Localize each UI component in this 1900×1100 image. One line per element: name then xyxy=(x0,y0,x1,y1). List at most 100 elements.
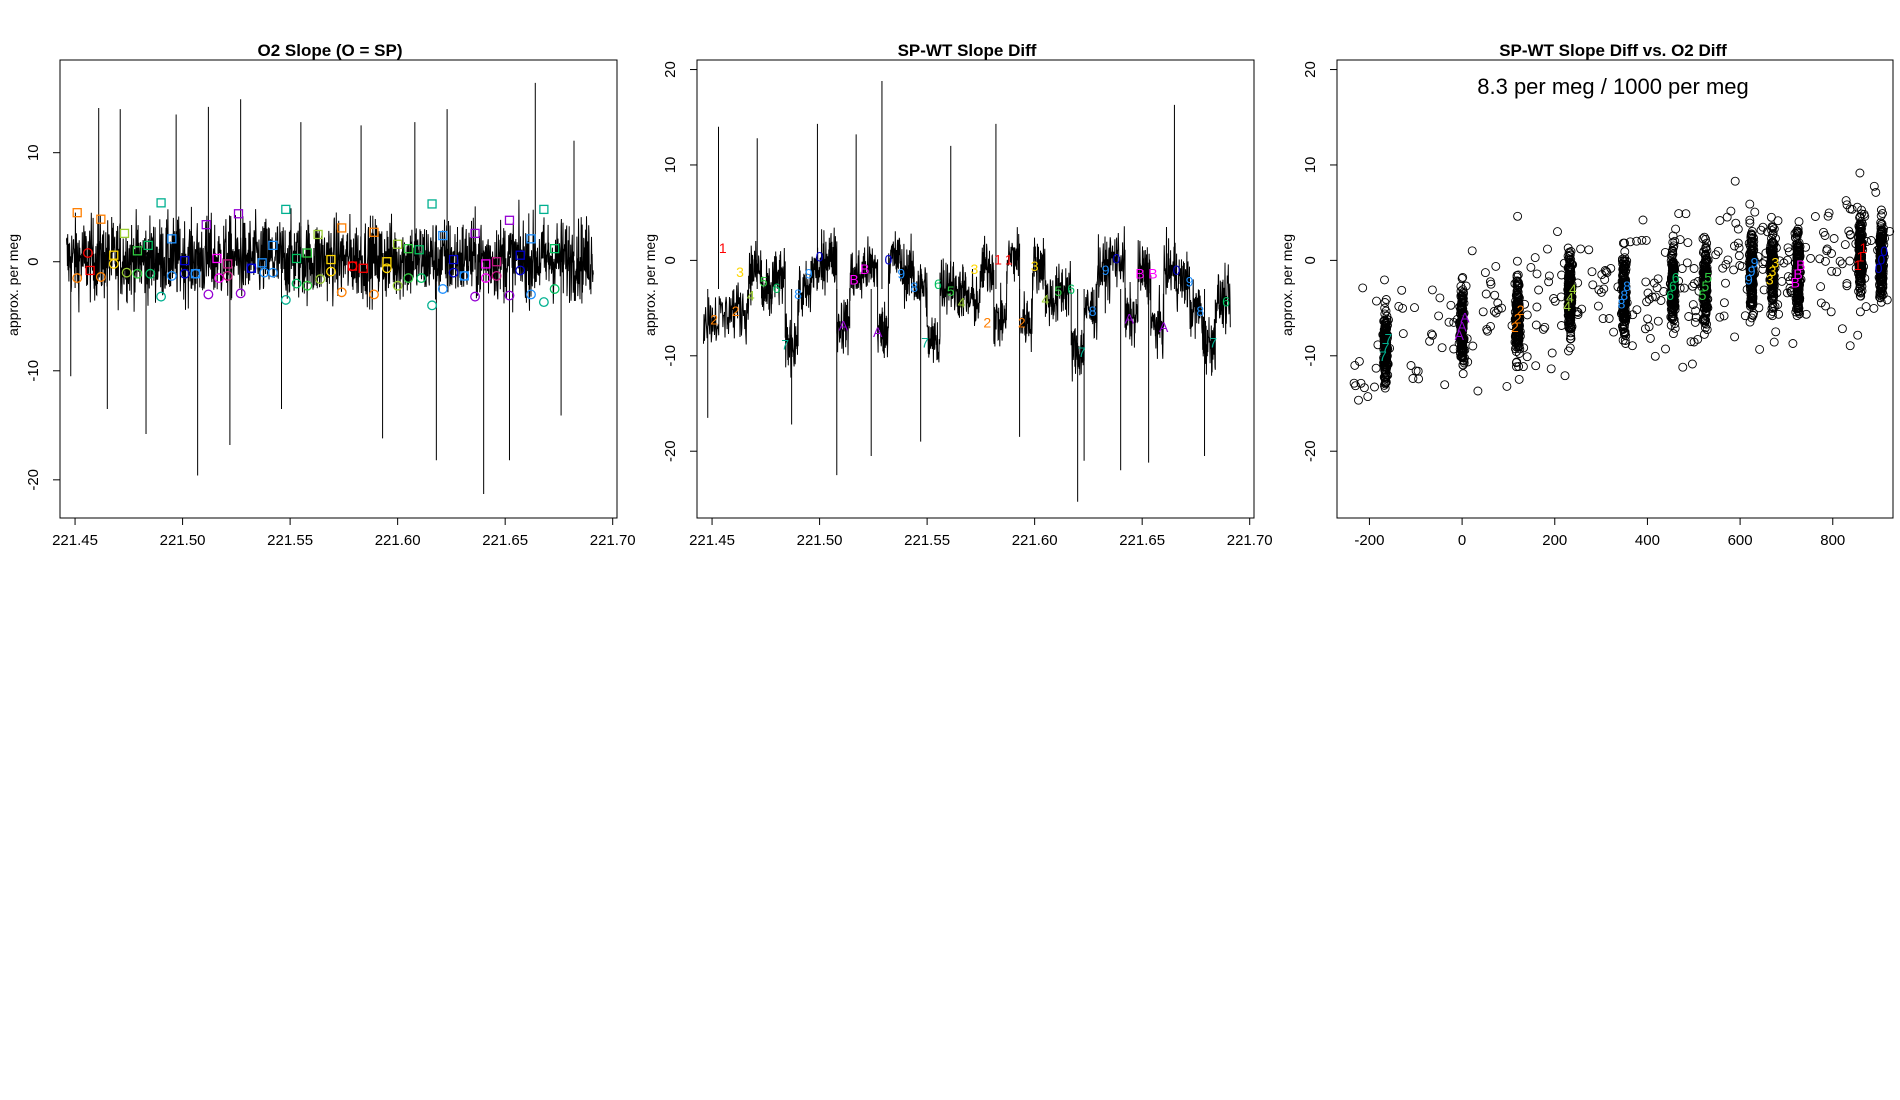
scatter-point xyxy=(1512,276,1522,286)
circle-marker xyxy=(480,273,491,284)
scatter-point xyxy=(1745,218,1755,228)
cluster-label: 1 xyxy=(1857,249,1865,265)
group-label: A xyxy=(1125,311,1135,327)
group-label: 1 xyxy=(994,251,1002,267)
scatter-point xyxy=(1694,286,1704,296)
scatter-point xyxy=(1512,272,1522,282)
scatter-point xyxy=(1650,351,1660,361)
x-axis: 221.45 221.50 221.55 221.60 221.65 221.70 xyxy=(689,518,1273,549)
scatter-point xyxy=(1382,318,1391,328)
scatter-point xyxy=(1618,264,1628,274)
scatter-point xyxy=(1768,228,1778,238)
scatter-point xyxy=(1620,336,1630,345)
scatter-point xyxy=(1380,372,1390,382)
scatter-point xyxy=(1668,243,1678,253)
cluster-label: 7 xyxy=(1382,339,1390,355)
group-label: 8 xyxy=(1196,303,1204,319)
scatter-point xyxy=(1852,202,1862,212)
scatter-point xyxy=(1363,392,1373,402)
scatter-point xyxy=(1699,329,1709,339)
circle-marker xyxy=(190,268,201,279)
circle-marker xyxy=(291,278,302,289)
square-marker xyxy=(337,223,347,233)
scatter-point xyxy=(1794,242,1804,252)
scatter-point xyxy=(1490,290,1500,300)
plot-frame xyxy=(59,59,618,519)
group-label: 0 xyxy=(816,249,824,265)
circle-marker xyxy=(156,291,167,302)
cluster-label: 5 xyxy=(1704,270,1712,286)
scatter-point xyxy=(1880,233,1890,243)
scatter-point xyxy=(1668,329,1678,339)
scatter-point xyxy=(1670,236,1680,246)
scatter-point xyxy=(1566,334,1576,344)
scatter-point xyxy=(1619,285,1629,295)
cluster-label: 5 xyxy=(1699,287,1707,303)
y-axis-label: approx. per meg xyxy=(1279,234,1295,336)
scatter-point xyxy=(1769,337,1779,347)
scatter-point xyxy=(1691,312,1701,322)
cluster-label: B xyxy=(1793,266,1802,282)
scatter-point xyxy=(1700,280,1710,290)
scatter-point xyxy=(1620,327,1630,337)
circle-marker xyxy=(179,268,190,279)
scatter-point xyxy=(1632,236,1642,246)
scatter-point xyxy=(1588,280,1598,290)
scatter-point xyxy=(1702,238,1712,248)
scatter-point xyxy=(1686,337,1696,347)
scatter-point xyxy=(1731,218,1741,228)
square-marker xyxy=(132,246,143,256)
group-label: 2 xyxy=(1018,314,1026,330)
circle-marker xyxy=(326,266,336,277)
circle-marker xyxy=(222,270,233,281)
scatter-point xyxy=(1851,263,1861,273)
cluster-label: 8 xyxy=(1623,278,1631,294)
scatter-point xyxy=(1730,332,1740,342)
scatter-point xyxy=(1791,268,1801,278)
scatter-point xyxy=(1349,378,1359,388)
scatter-point xyxy=(1878,283,1888,292)
scatter-point xyxy=(1380,298,1390,307)
scatter-point xyxy=(1606,263,1616,273)
scatter-point xyxy=(1837,259,1847,269)
cluster-label: 5 xyxy=(1701,278,1709,294)
scatter-point xyxy=(1835,256,1845,266)
scatter-point xyxy=(1747,230,1757,240)
scatter-point xyxy=(1700,323,1710,333)
scatter-point xyxy=(1356,378,1366,388)
scatter-point xyxy=(1669,287,1679,297)
scatter-point xyxy=(1819,227,1828,237)
scatter-point xyxy=(1861,302,1871,312)
scatter-point xyxy=(1767,295,1777,305)
scatter-point xyxy=(1380,379,1390,389)
scatter-point xyxy=(1734,243,1744,253)
scatter-point xyxy=(1735,261,1745,270)
scatter-point xyxy=(1730,176,1740,186)
panel-title: SP-WT Slope Diff vs. O2 Diff xyxy=(1499,41,1727,60)
scatter-point xyxy=(1371,363,1381,373)
circle-marker xyxy=(267,267,278,278)
cluster-label: 6 xyxy=(1666,287,1674,303)
scatter-point xyxy=(1746,285,1755,295)
scatter-point xyxy=(1593,301,1603,311)
scatter-point xyxy=(1876,232,1886,242)
scatter-point xyxy=(1621,339,1631,348)
scatter-point xyxy=(1856,291,1866,301)
x-tick-label: 221.50 xyxy=(160,532,206,549)
scatter-point xyxy=(1457,333,1467,343)
scatter-point xyxy=(1379,325,1389,335)
scatter-point xyxy=(1823,211,1833,221)
group-label: 6 xyxy=(934,276,942,292)
scatter-point xyxy=(1845,256,1855,266)
scatter-point xyxy=(1783,243,1793,253)
scatter-point xyxy=(1878,277,1887,287)
scatter-point xyxy=(1379,334,1389,344)
circle-marker xyxy=(132,268,143,279)
cluster-label: 4 xyxy=(1566,290,1574,306)
cluster-label: A xyxy=(1455,327,1465,343)
scatter-point xyxy=(1745,199,1755,209)
scatter-point xyxy=(1856,287,1866,297)
scatter-point xyxy=(1702,245,1712,255)
scatter-point xyxy=(1449,344,1459,354)
scatter-point xyxy=(1747,298,1757,308)
